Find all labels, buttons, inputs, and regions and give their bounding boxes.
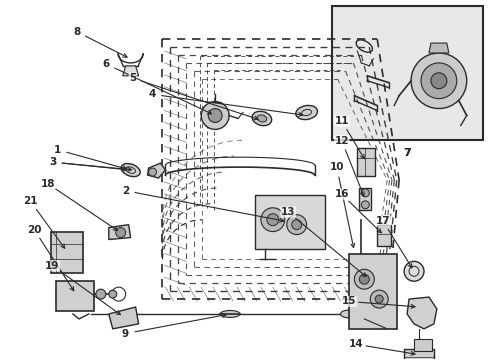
Text: 8: 8 [73, 27, 80, 37]
Text: 12: 12 [334, 136, 348, 146]
Text: 10: 10 [329, 162, 344, 172]
Text: 18: 18 [40, 179, 55, 189]
Text: 3: 3 [49, 157, 56, 167]
Bar [56, 281, 94, 311]
Polygon shape [428, 43, 448, 53]
Text: 3: 3 [49, 157, 56, 167]
Text: 17: 17 [375, 216, 389, 226]
Bar [254, 195, 324, 249]
Circle shape [108, 290, 117, 298]
Text: 9: 9 [122, 329, 129, 339]
Text: 7: 7 [403, 148, 410, 158]
Bar [413, 339, 431, 351]
Bar [403, 349, 433, 360]
Circle shape [261, 208, 284, 231]
Text: 7: 7 [403, 148, 410, 158]
Polygon shape [147, 163, 165, 178]
Circle shape [369, 290, 387, 308]
Bar [357, 148, 374, 176]
Circle shape [291, 220, 301, 230]
Circle shape [116, 228, 125, 238]
Text: 15: 15 [341, 296, 356, 306]
Circle shape [403, 261, 423, 281]
Circle shape [430, 73, 446, 89]
Text: 20: 20 [27, 225, 41, 235]
Text: 11: 11 [334, 116, 348, 126]
Circle shape [266, 214, 278, 226]
Text: 5: 5 [129, 73, 136, 83]
Text: 19: 19 [45, 261, 60, 271]
Circle shape [374, 295, 383, 303]
Bar [359, 188, 370, 210]
Circle shape [420, 63, 456, 99]
Bar [376, 225, 390, 247]
Bar [51, 231, 83, 273]
Text: 13: 13 [281, 207, 295, 217]
Circle shape [354, 269, 373, 289]
Polygon shape [122, 66, 138, 76]
Bar [349, 255, 396, 329]
Text: 1: 1 [54, 145, 61, 155]
Ellipse shape [252, 111, 271, 126]
Circle shape [96, 289, 105, 299]
Circle shape [361, 201, 368, 209]
Circle shape [410, 53, 466, 109]
Text: 4: 4 [148, 89, 156, 99]
Polygon shape [108, 307, 138, 329]
Bar [331, 6, 482, 140]
Text: 16: 16 [334, 189, 348, 199]
Text: 2: 2 [122, 186, 129, 196]
Text: 6: 6 [102, 59, 109, 69]
Circle shape [286, 215, 306, 235]
Circle shape [361, 189, 368, 197]
Ellipse shape [121, 163, 140, 177]
Text: 21: 21 [23, 197, 38, 206]
Polygon shape [406, 297, 436, 329]
Ellipse shape [340, 310, 358, 318]
Polygon shape [108, 225, 130, 239]
Ellipse shape [295, 105, 317, 120]
Circle shape [208, 109, 222, 122]
Ellipse shape [257, 115, 266, 122]
Text: 14: 14 [348, 339, 363, 349]
Circle shape [148, 168, 156, 176]
Circle shape [201, 102, 228, 129]
Ellipse shape [220, 310, 240, 318]
Circle shape [359, 274, 368, 284]
